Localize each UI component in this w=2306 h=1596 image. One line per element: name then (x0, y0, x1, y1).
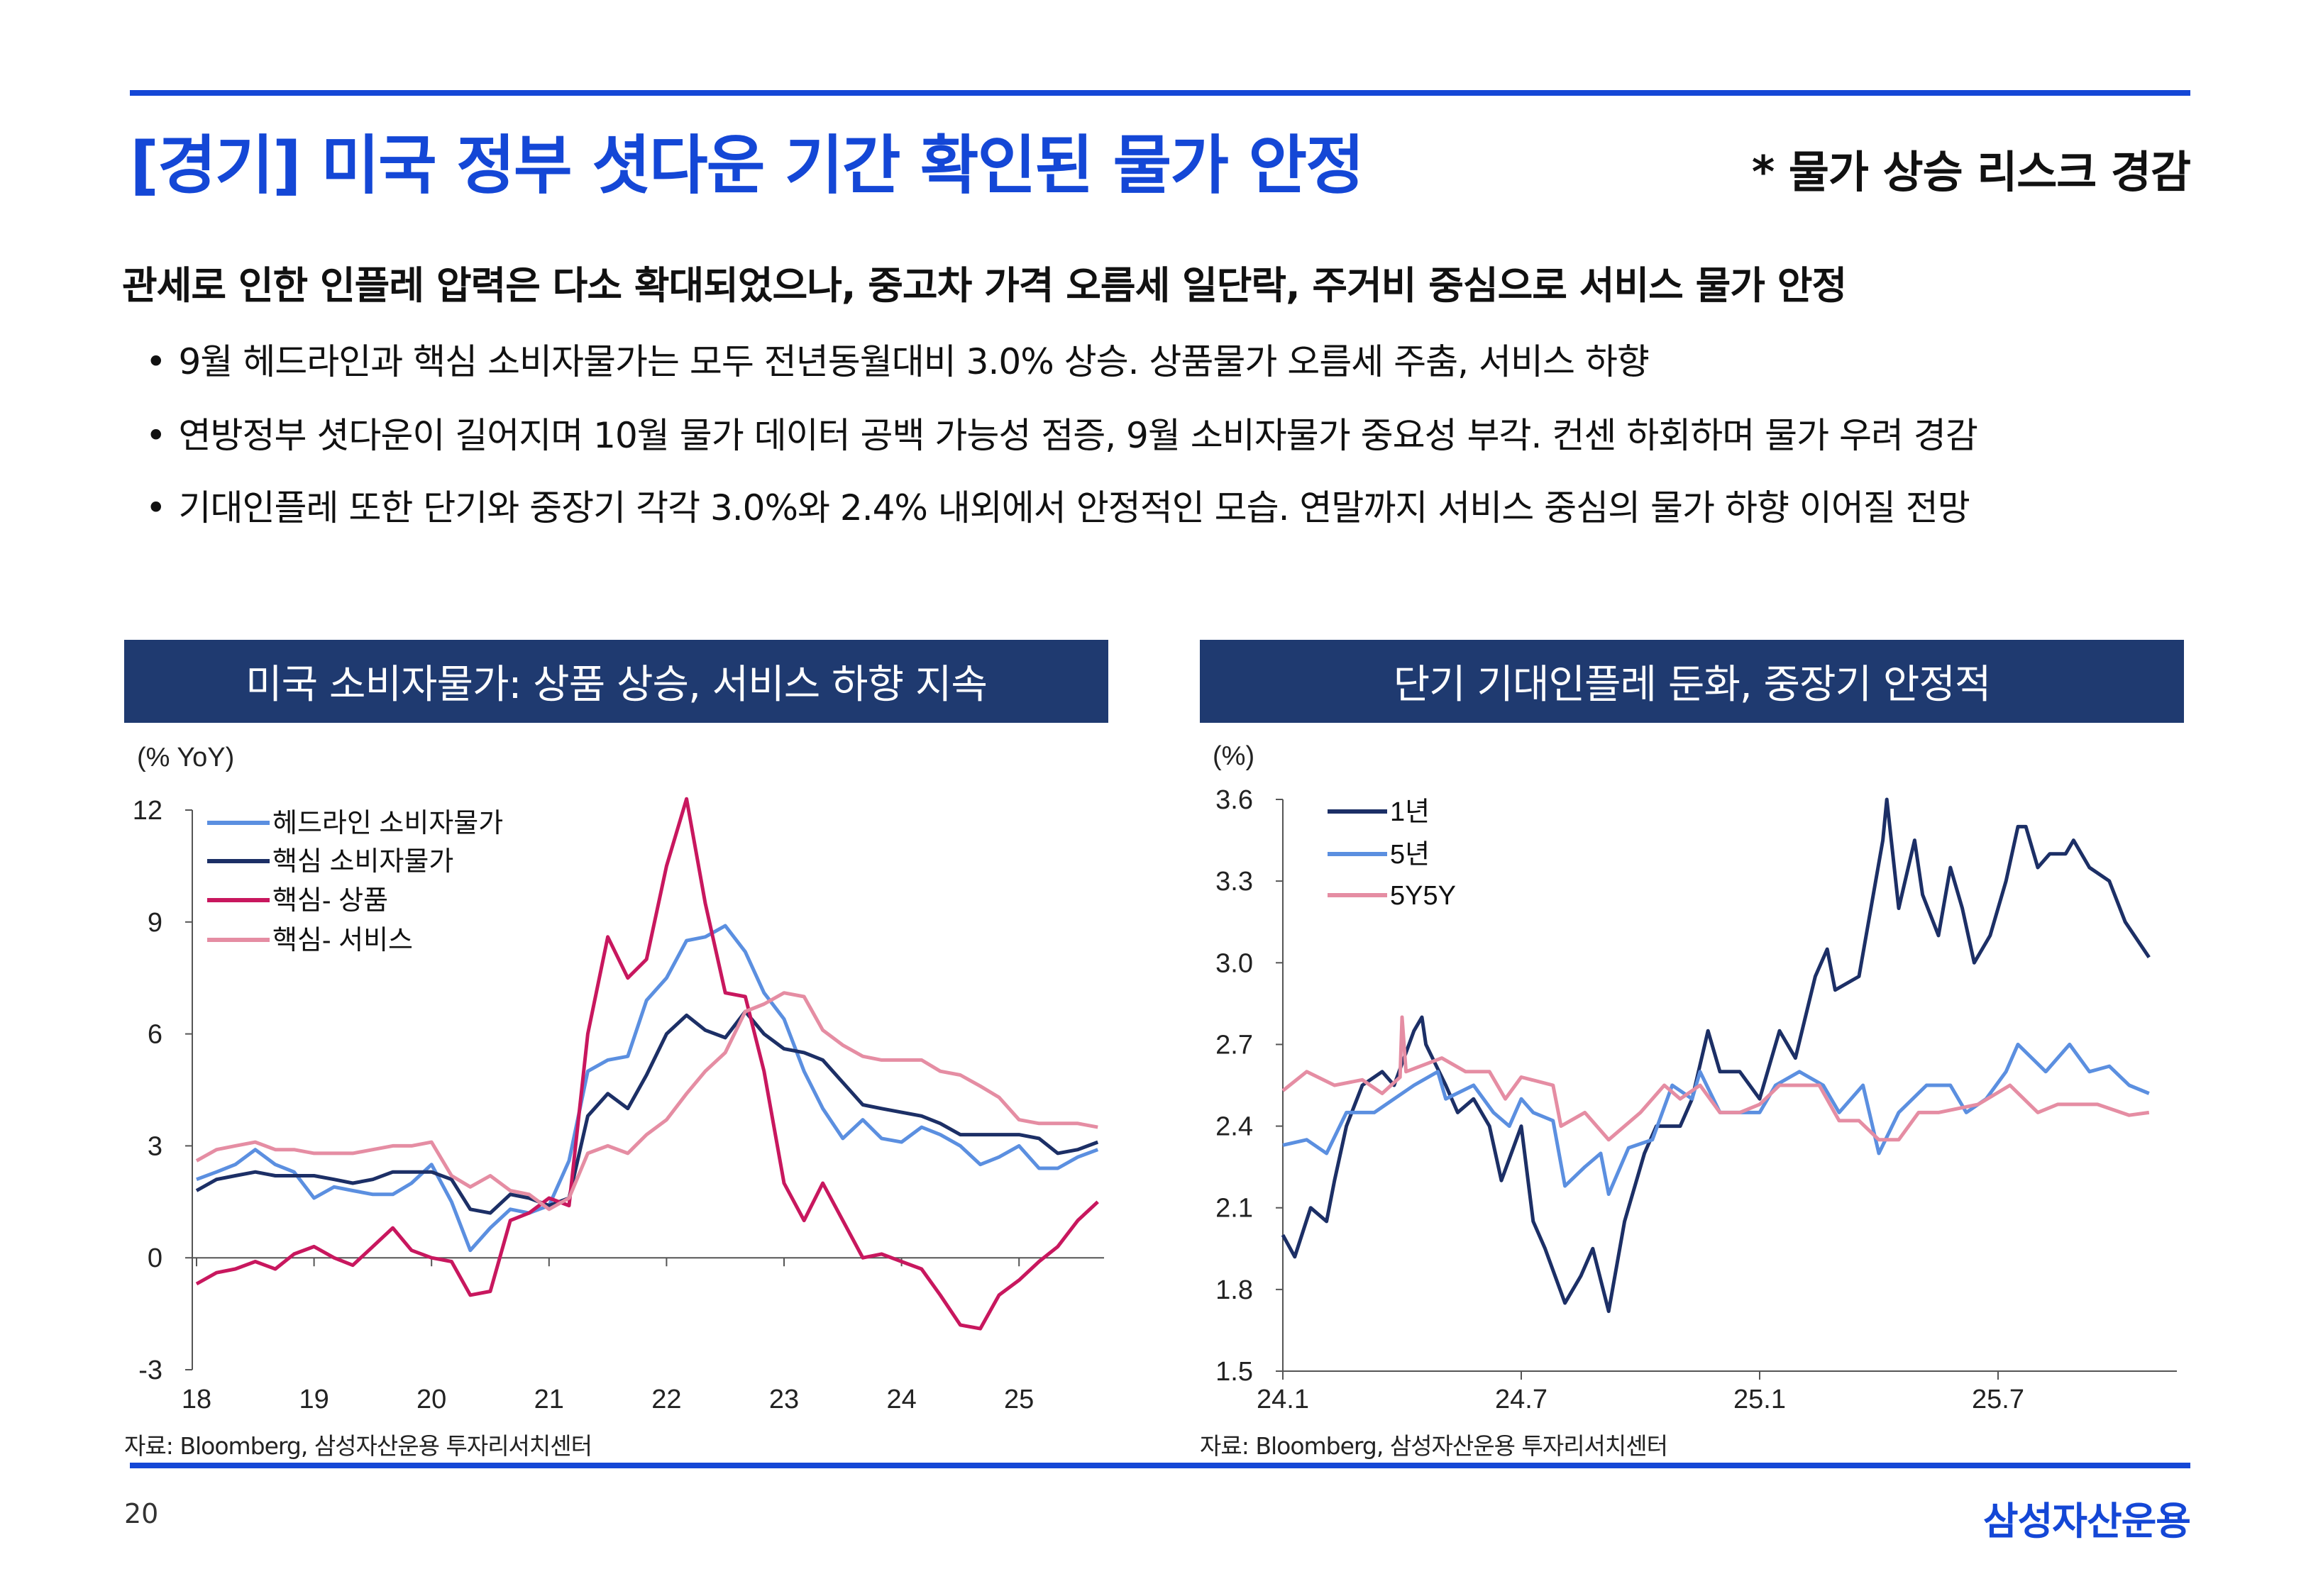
source-note-left: 자료: Bloomberg, 삼성자산운용 투자리서치센터 (124, 1432, 592, 1460)
x-tick-label: 25.7 (1972, 1385, 2024, 1414)
y-tick-label: 6 (148, 1020, 162, 1050)
y-tick-label: 3.3 (1215, 867, 1253, 897)
legend-label: 핵심- 서비스 (272, 926, 413, 955)
y-tick-label: 1.5 (1215, 1357, 1253, 1387)
y-tick-label: 2.4 (1215, 1112, 1253, 1142)
bullet-text: 기대인플레 또한 단기와 중장기 각각 3.0%와 2.4% 내외에서 안정적인… (178, 487, 1970, 528)
bullet-icon: • (145, 341, 166, 382)
x-tick-label: 24.1 (1257, 1385, 1309, 1414)
legend-label: 1년 (1390, 797, 1430, 827)
y-tick-label: 1.8 (1215, 1275, 1253, 1305)
y-tick-label: 9 (148, 908, 162, 938)
summary-heading: 관세로 인한 인플레 압력은 다소 확대되었으나, 중고차 가격 오름세 일단락… (122, 263, 1847, 308)
x-tick-label: 22 (651, 1385, 681, 1414)
series-line-1 (1281, 797, 2151, 1314)
page-number: 20 (124, 1498, 159, 1529)
source-note-right: 자료: Bloomberg, 삼성자산운용 투자리서치센터 (1200, 1432, 1668, 1460)
page-tag: * 물가 상승 리스크 경감 (1751, 146, 2191, 198)
top-rule (130, 90, 2190, 96)
y-tick-label: 0 (148, 1243, 162, 1273)
y-tick-label: 2.1 (1215, 1194, 1253, 1224)
chart-title-cpi: 미국 소비자물가: 상품 상승, 서비스 하향 지속 (124, 640, 1108, 723)
series-line-2 (1282, 1042, 2150, 1196)
bullet-text: 연방정부 셧다운이 길어지며 10월 물가 데이터 공백 가능성 점증, 9월 … (178, 415, 1978, 456)
y-tick-label: 12 (133, 796, 162, 826)
series-line-1 (196, 924, 1099, 1253)
series-line-3 (1281, 1015, 2150, 1142)
series-line-2 (195, 1009, 1099, 1215)
x-tick-label: 24 (886, 1385, 916, 1414)
legend-label: 헤드라인 소비자물가 (272, 809, 503, 838)
y-tick-label: 3.0 (1215, 948, 1253, 978)
x-tick-label: 21 (534, 1385, 564, 1414)
y-axis-unit-label: (%) (1213, 741, 1254, 771)
legend-label: 핵심- 상품 (272, 886, 388, 916)
bottom-rule (130, 1463, 2190, 1468)
bullet-item: • 9월 헤드라인과 핵심 소비자물가는 모두 전년동월대비 3.0% 상승. 상… (145, 333, 1650, 384)
x-tick-label: 25.1 (1733, 1385, 1786, 1414)
y-tick-label: -3 (138, 1356, 162, 1385)
bullet-icon: • (145, 415, 166, 456)
series-line-4 (195, 991, 1098, 1212)
bullet-item: • 연방정부 셧다운이 길어지며 10월 물가 데이터 공백 가능성 점증, 9월… (145, 407, 1978, 458)
x-tick-label: 25 (1004, 1385, 1034, 1414)
legend-label: 5년 (1390, 840, 1430, 870)
y-tick-label: 3.6 (1215, 785, 1253, 815)
x-tick-label: 19 (299, 1385, 329, 1414)
inflation-expectations-chart: (%) 3.6 3.3 3.0 2.7 2.4 2.1 1.8 1.524.1 24.7 25.1 2… (1213, 741, 2177, 1414)
x-tick-label: 20 (416, 1385, 446, 1414)
y-tick-label: 2.7 (1215, 1030, 1253, 1060)
bullet-icon: • (145, 487, 166, 528)
company-logo: 삼성자산운용 (1982, 1499, 2191, 1544)
x-tick-label: 18 (182, 1385, 211, 1414)
x-tick-label: 24.7 (1495, 1385, 1548, 1414)
y-tick-label: 3 (148, 1131, 162, 1161)
legend-label: 핵심 소비자물가 (272, 847, 453, 877)
legend-label: 5Y5Y (1390, 881, 1456, 911)
y-axis-unit-label: (% YoY) (137, 743, 234, 772)
bullet-text: 9월 헤드라인과 핵심 소비자물가는 모두 전년동월대비 3.0% 상승. 상품… (178, 341, 1650, 382)
cpi-chart: (% YoY) 12 9 6 3 0 -3 18 19 20 21 22 23 24 25 헤드라인 소비자물… (133, 743, 1104, 1414)
series-line-3 (195, 797, 1099, 1331)
bullet-item: • 기대인플레 또한 단기와 중장기 각각 3.0%와 2.4% 내외에서 안정적… (145, 480, 1970, 531)
x-tick-label: 23 (769, 1385, 799, 1414)
chart-title-inflation-expectations: 단기 기대인플레 둔화, 중장기 안정적 (1200, 640, 2184, 723)
page-title: [경기] 미국 정부 셧다운 기간 확인된 물가 안정 (130, 128, 1364, 203)
